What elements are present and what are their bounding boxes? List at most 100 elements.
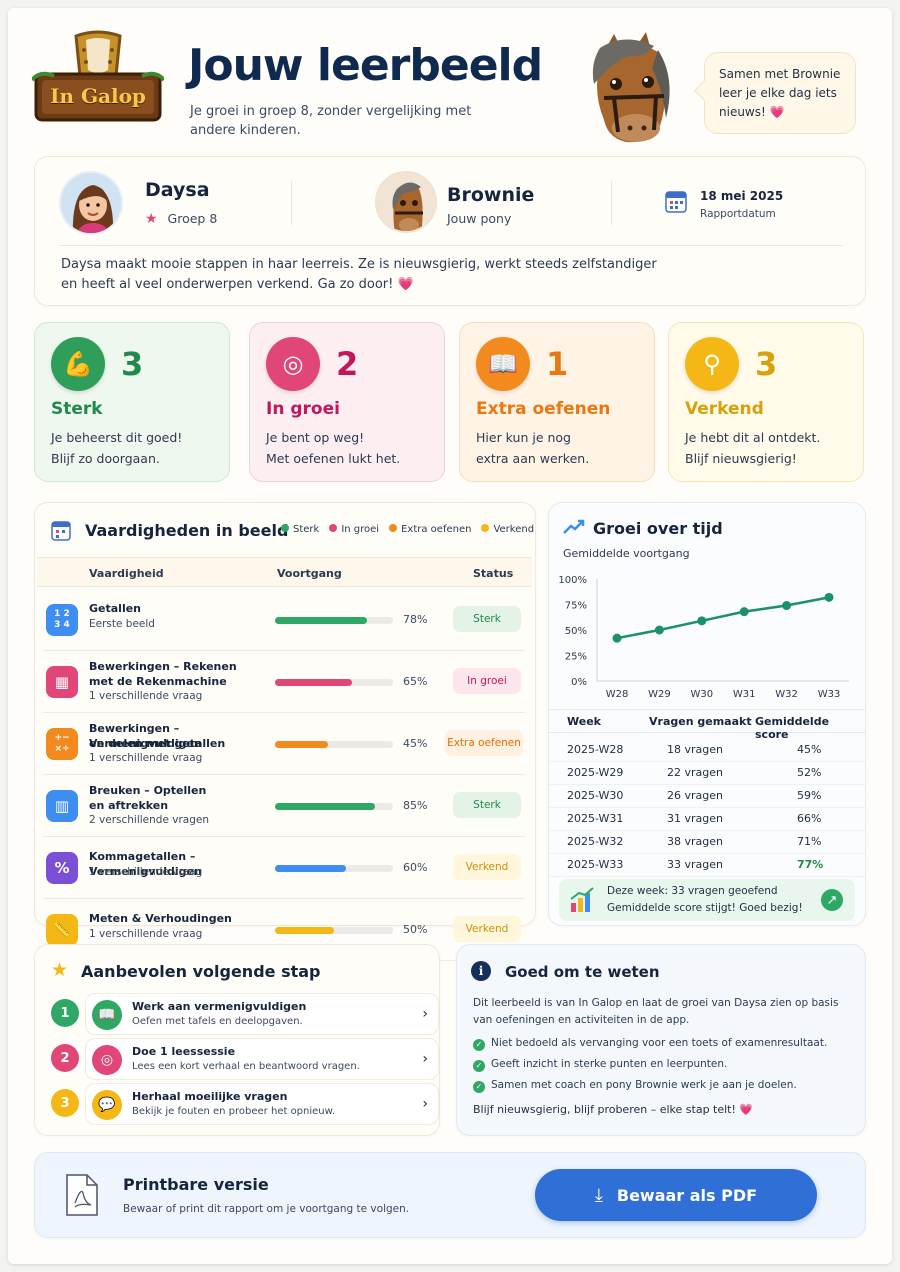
bar-chart-icon (569, 887, 595, 913)
skill-name: Breuken – Optellen (89, 784, 207, 797)
calendar-icon (51, 519, 71, 541)
legend-dot (481, 524, 490, 532)
percent-icon: % (46, 852, 78, 884)
pony-name: Brownie (447, 184, 535, 206)
student-avatar (59, 171, 123, 235)
series-line (616, 596, 830, 640)
save-pdf-button[interactable]: ⤓ Bewaar als PDF (535, 1169, 817, 1221)
growth-week: 2025-W30 (567, 789, 624, 802)
y-tick-label: 0% (571, 677, 587, 688)
speech-bubble: Samen met Brownie leer je elke dag iets … (704, 52, 856, 134)
skill-row[interactable]: ▥ Breuken – Optellen en aftrekken 2 verschi… (43, 775, 525, 837)
skill-name: Bewerkingen – Vermenigvuldigen (89, 722, 202, 750)
skills-title: Vaardigheden in beeld (85, 521, 289, 540)
info-intro: Dit leerbeeld is van In Galop en laat de… (473, 997, 839, 1026)
page-subtitle: Je groei in groep 8, zonder vergelijking… (190, 104, 472, 138)
stat-label: Extra oefenen (476, 399, 611, 419)
note-line-1: Deze week: 33 vragen geoefend (607, 885, 778, 897)
recommend-box: 💬 Herhaal moeilijke vragen Bekijk je foute… (85, 1083, 439, 1125)
col-status: Status (473, 567, 514, 580)
calculator-icon: ▦ (46, 666, 78, 698)
check-icon: ✓ (473, 1059, 485, 1072)
stat-count: 1 (546, 345, 569, 383)
recommend-box: 📖 Werk aan vermenigvuldigen Oefen met tafe… (85, 993, 439, 1035)
data-point (739, 607, 749, 617)
progress-fill (275, 617, 368, 624)
skill-name-line-2: en delen met getallen (89, 737, 226, 750)
pdf-file-icon (65, 1173, 99, 1217)
growth-week: 2025-W28 (567, 743, 624, 756)
binoculars-icon: ⚲ (685, 337, 739, 391)
pony-avatar (375, 171, 437, 233)
progress-bar (275, 865, 393, 872)
target-icon: ◎ (266, 337, 320, 391)
growth-score: 66% (797, 812, 822, 825)
col-progress: Voortgang (277, 567, 342, 580)
y-tick-label: 100% (558, 575, 587, 586)
chevron-right-icon[interactable]: › (422, 1006, 428, 1022)
target-icon: ◎ (92, 1045, 122, 1075)
skills-card: Vaardigheden in beeld Sterk In groei Extra… (34, 502, 536, 961)
stat-desc-line: Blijf nieuwsgierig! (685, 451, 797, 466)
skill-name: Kommagetallen – Vermenigvuldigen (89, 850, 202, 878)
progress-fill (275, 865, 346, 872)
growth-questions: 26 vragen (667, 789, 723, 802)
progress-fill (275, 741, 329, 748)
recommend-sub: Oefen met tafels en deelopgaven. (132, 1016, 303, 1027)
recommend-sub: Bekijk je fouten en probeer het opnieuw. (132, 1106, 336, 1117)
stat-label: Sterk (51, 399, 103, 419)
x-tick-label: W33 (818, 689, 841, 700)
report-date: 18 mei 2025 (700, 189, 784, 203)
divider (59, 245, 843, 246)
growth-row: 2025-W29 22 vragen 52% (549, 762, 865, 785)
stat-desc-line: extra aan werken. (476, 451, 590, 466)
info-bullet-text: Samen met coach en pony Brownie werk je … (491, 1079, 797, 1091)
recommend-sub: Lees een kort verhaal en beantwoord vrag… (132, 1061, 360, 1072)
skill-row[interactable]: 1 2 3 4 Getallen Eerste beeld 78% Sterk (43, 589, 525, 651)
stat-card: ⚲ 3 Verkend Je hebt dit al ontdekt. Blijf ni… (668, 322, 864, 482)
chevron-right-icon[interactable]: › (422, 1096, 428, 1112)
skill-row[interactable]: ▦ Bewerkingen – Rekenen met de Rekenmachin… (43, 651, 525, 713)
stat-desc-line: Blijf zo doorgaan. (51, 451, 160, 466)
divider (291, 181, 292, 225)
book-icon: 📖 (92, 1000, 122, 1030)
legend-item: Extra oefenen (389, 524, 471, 535)
growth-questions: 18 vragen (667, 743, 723, 756)
recommend-title: Aanbevolen volgende stap (81, 962, 321, 981)
operators-icon: +− ×÷ (46, 728, 78, 760)
growth-chart: 0% 25% 50% 75% 100% W28 W29 W30 W31 W32 W33 (558, 575, 849, 700)
info-title: Goed om te weten (505, 963, 660, 981)
growth-questions: 22 vragen (667, 766, 723, 779)
legend-label: Sterk (293, 524, 320, 535)
progress-fill (275, 679, 352, 686)
growth-card: Groei over tijd Gemiddelde voortgang 0% 2… (548, 502, 866, 926)
legend-label: Verkend (493, 524, 535, 535)
progress-percent: 50% (403, 923, 428, 936)
info-icon: i (471, 961, 491, 981)
status-badge: Extra oefenen (445, 730, 523, 756)
recommend-item[interactable]: 2 ◎ Doe 1 leessessie Lees een kort verhaal … (51, 1038, 439, 1080)
stat-card: ◎ 2 In groei Je bent op weg! Met oefenen luk… (249, 322, 445, 482)
recommend-item[interactable]: 3 💬 Herhaal moeilijke vragen Bekijk je fout… (51, 1083, 439, 1125)
data-point (654, 625, 664, 635)
data-point (612, 633, 622, 643)
pony-sub: Jouw pony (447, 211, 512, 226)
student-group-label: Groep 8 (167, 211, 218, 226)
recommend-item[interactable]: 1 📖 Werk aan vermenigvuldigen Oefen met taf… (51, 993, 439, 1035)
legend-item: In groei (329, 524, 379, 535)
skill-row[interactable]: % Kommagetallen – Vermenigvuldigen 1 versc… (43, 837, 525, 899)
arrow-up-right-icon[interactable]: ↗ (821, 889, 843, 911)
legend-item: Sterk (281, 524, 319, 535)
x-tick-label: W29 (648, 689, 671, 700)
skill-row[interactable]: +− ×÷ Bewerkingen – Vermenigvuldigen en de… (43, 713, 525, 775)
chevron-right-icon[interactable]: › (422, 1051, 428, 1067)
skill-row[interactable]: 📏 Meten & Verhoudingen 1 verschillende vra… (43, 899, 525, 961)
col-week: Week (567, 715, 601, 728)
info-card: i Goed om te weten Dit leerbeeld is van … (456, 944, 866, 1136)
check-icon: ✓ (473, 1038, 485, 1051)
numbers-icon: 1 2 3 4 (46, 604, 78, 636)
book-icon: ▥ (46, 790, 78, 822)
progress-bar (275, 679, 393, 686)
skill-name: Bewerkingen – Rekenen (89, 660, 237, 673)
growth-score: 45% (797, 743, 822, 756)
